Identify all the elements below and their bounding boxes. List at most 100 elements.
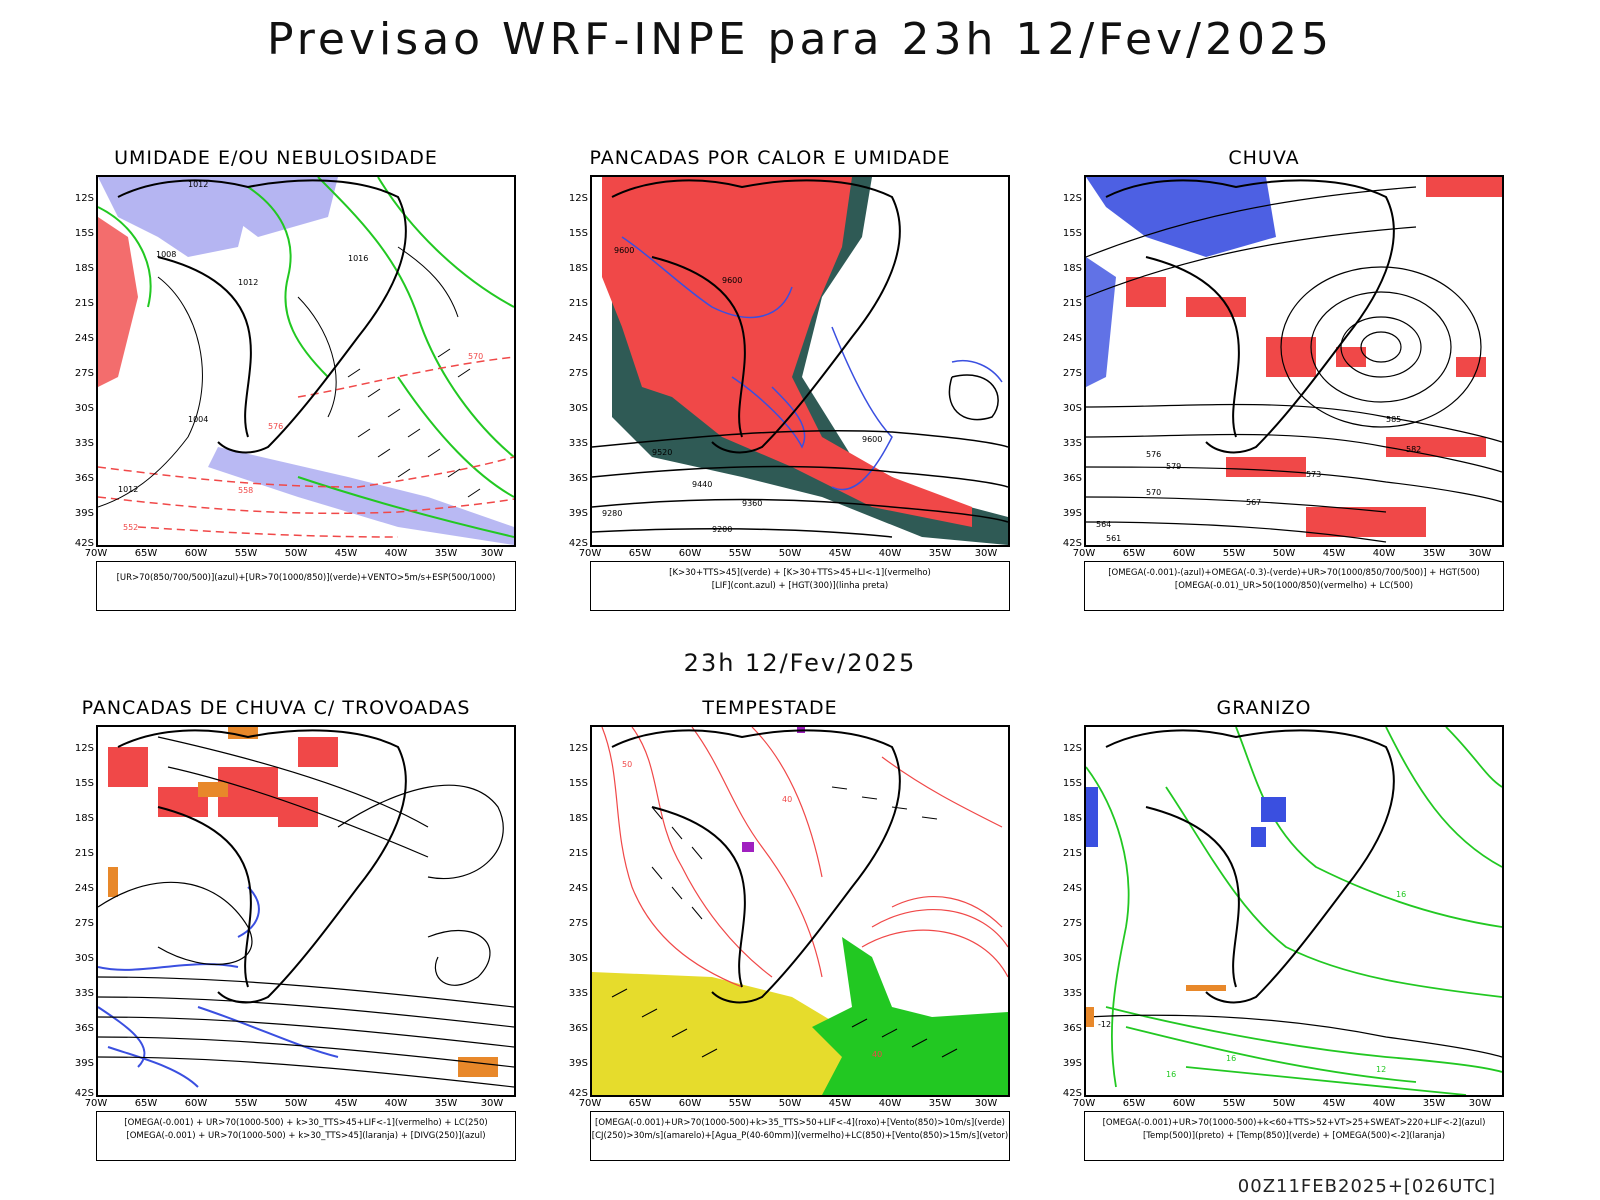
black-pressure-contours — [98, 246, 459, 508]
legend-line: [OMEGA(-0.001) + UR>70(1000-500) + k>30_… — [126, 1131, 486, 1141]
lat-label: 27S — [1062, 368, 1082, 379]
lat-label: 42S — [568, 538, 588, 549]
rain-red-patches — [1126, 177, 1502, 537]
lat-label: 18S — [1062, 263, 1082, 274]
lat-label: 24S — [74, 333, 94, 344]
lon-label: 30W — [1468, 1098, 1492, 1109]
lon-label: 50W — [284, 1098, 308, 1109]
panel-granizo: GRANIZO — [1034, 697, 1504, 1167]
lat-label: 18S — [568, 263, 588, 274]
run-info: 00Z11FEB2025+[026UTC] — [1237, 1176, 1496, 1197]
panel-tempestade: TEMPESTADE — [540, 697, 1010, 1167]
lon-label: 30W — [974, 1098, 998, 1109]
lat-label: 39S — [1062, 508, 1082, 519]
lat-label: 15S — [568, 778, 588, 789]
panel-title: UMIDADE E/OU NEBULOSIDADE — [114, 147, 438, 169]
lon-label: 70W — [84, 1098, 108, 1109]
legend-line: [OMEGA(-0.001)-(azul)+OMEGA(-0.3)-(verde… — [1108, 568, 1480, 578]
red-thickness-contours — [98, 356, 514, 538]
lat-label: 33S — [1062, 438, 1082, 449]
lat-label: 27S — [74, 918, 94, 929]
lon-label: 35W — [1422, 548, 1446, 559]
contour-label: 9520 — [652, 448, 672, 457]
lon-label: 55W — [234, 1098, 258, 1109]
lat-label: 12S — [568, 193, 588, 204]
lon-label: 60W — [678, 1098, 702, 1109]
lon-label: 55W — [1222, 1098, 1246, 1109]
lat-label: 30S — [74, 953, 94, 964]
contour-label: 552 — [123, 523, 138, 532]
country-borders — [1105, 179, 1395, 454]
contour-label: 12 — [1376, 1065, 1386, 1074]
lon-label: 65W — [134, 548, 158, 559]
legend-line: [CJ(250)>30m/s](amarelo)+[Agua_P(40-60mm… — [591, 1131, 1009, 1141]
panel-legend: [K>30+TTS>45](verde) + [K>30+TTS>45+LI<-… — [590, 561, 1010, 611]
map-tempestade-svg: 50 40 40 — [592, 727, 1008, 1095]
lon-label: 65W — [1122, 1098, 1146, 1109]
lat-label: 12S — [568, 743, 588, 754]
instability-red-area — [602, 177, 972, 527]
lat-label: 39S — [74, 508, 94, 519]
lon-label: 55W — [234, 548, 258, 559]
map-granizo-svg: -12 16 16 12 16 — [1086, 727, 1502, 1095]
lon-label: 30W — [1468, 548, 1492, 559]
lat-label: 27S — [1062, 918, 1082, 929]
lon-label: 70W — [1072, 1098, 1096, 1109]
map-granizo: -12 16 16 12 16 — [1084, 725, 1504, 1097]
contour-label: 1012 — [238, 278, 258, 287]
contour-label: 579 — [1166, 462, 1181, 471]
lon-label: 60W — [184, 548, 208, 559]
lat-label: 15S — [1062, 228, 1082, 239]
lon-label: 55W — [728, 1098, 752, 1109]
lon-label: 30W — [974, 548, 998, 559]
lon-label: 40W — [878, 1098, 902, 1109]
wind-vectors — [611, 786, 958, 1058]
legend-line: [LIF](cont.azul) + [HGT(300)](linha pret… — [711, 581, 889, 591]
temp-500-contours — [1086, 1014, 1502, 1058]
contour-label: 9600 — [614, 246, 634, 255]
lat-label: 27S — [74, 368, 94, 379]
contour-label: 576 — [268, 422, 283, 431]
contour-label: 9440 — [692, 480, 712, 489]
green-humidity-contours — [98, 177, 514, 538]
wind-green-area — [812, 937, 1008, 1095]
lat-label: 21S — [568, 298, 588, 309]
panel-legend: [OMEGA(-0.001)-(azul)+OMEGA(-0.3)-(verde… — [1084, 561, 1504, 611]
panel-legend: [OMEGA(-0.001) + UR>70(1000-500) + k>30_… — [96, 1111, 516, 1161]
panel-title: GRANIZO — [1216, 697, 1312, 719]
lat-label: 36S — [1062, 1023, 1082, 1034]
lifted-index-contours — [621, 236, 1003, 491]
lat-label: 24S — [1062, 333, 1082, 344]
geopotential-500-contours — [1086, 186, 1502, 543]
panel-legend: [OMEGA(-0.001)+UR>70(1000-500)+k>35_TTS>… — [590, 1111, 1010, 1161]
lat-label: 21S — [568, 848, 588, 859]
lat-label: 15S — [74, 778, 94, 789]
lat-label: 42S — [1062, 538, 1082, 549]
contour-label: 558 — [238, 486, 253, 495]
panel-title: CHUVA — [1228, 147, 1300, 169]
lat-label: 30S — [74, 403, 94, 414]
map-pancadas-calor: 9600 9600 9600 9520 9440 9360 9280 9200 — [590, 175, 1010, 547]
contour-label: 570 — [468, 352, 483, 361]
lon-label: 55W — [728, 548, 752, 559]
panel-title: PANCADAS DE CHUVA C/ TROVOADAS — [81, 697, 471, 719]
contour-label: 9600 — [722, 276, 742, 285]
lon-label: 35W — [1422, 1098, 1446, 1109]
lat-label: 39S — [568, 1058, 588, 1069]
panel-title: TEMPESTADE — [702, 697, 838, 719]
lon-label: 50W — [1272, 548, 1296, 559]
contour-label: 573 — [1306, 470, 1321, 479]
lon-label: 40W — [384, 1098, 408, 1109]
lat-label: 30S — [568, 953, 588, 964]
lon-label: 35W — [434, 1098, 458, 1109]
contour-label: 50 — [622, 760, 632, 769]
map-chuva-svg: 585 582 579 576 573 570 567 564 561 — [1086, 177, 1502, 543]
country-borders — [117, 729, 407, 1004]
lon-label: 65W — [628, 1098, 652, 1109]
lat-label: 12S — [1062, 743, 1082, 754]
lon-label: 65W — [134, 1098, 158, 1109]
contour-label: 9360 — [742, 499, 762, 508]
lon-label: 50W — [284, 548, 308, 559]
legend-line: [OMEGA(-0.001)+UR>70(1000-500)+k<60+TTS>… — [1102, 1118, 1486, 1128]
contour-label: 585 — [1386, 415, 1401, 424]
